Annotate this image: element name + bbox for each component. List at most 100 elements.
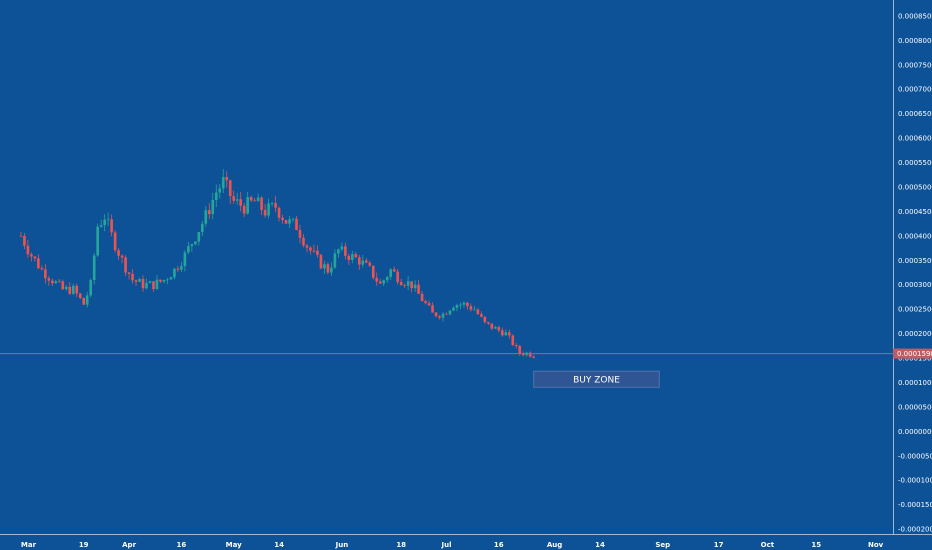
- candle-body: [528, 352, 532, 357]
- current-price-label: 0.0001590: [893, 348, 932, 359]
- x-axis-label: 16: [494, 541, 504, 549]
- candle-body: [455, 305, 459, 308]
- candle-body: [194, 241, 197, 245]
- candle-body: [99, 225, 103, 227]
- candle-body: [417, 284, 420, 294]
- candle-body: [305, 245, 309, 248]
- candle-body: [221, 177, 225, 189]
- candle-body: [37, 258, 40, 269]
- candle-body: [385, 277, 389, 281]
- candle-body: [78, 293, 82, 298]
- candle-body: [141, 278, 145, 289]
- candle-body: [92, 255, 96, 281]
- candle-body: [23, 235, 26, 246]
- candle-body: [337, 249, 340, 254]
- candle-body: [19, 235, 23, 237]
- candle-body: [497, 327, 501, 331]
- x-axis-label: Nov: [868, 541, 884, 549]
- x-axis[interactable]: Mar 19 Apr 16 May 14 Jun 18 Jul 16 Aug 14 Sep 17 Oct 15…: [21, 541, 884, 549]
- candle-body: [169, 277, 173, 280]
- buy-zone-box[interactable]: [533, 370, 660, 388]
- candle-body: [246, 197, 249, 214]
- y-axis-label: -0.0001500: [898, 501, 932, 509]
- candle-body: [406, 281, 410, 286]
- candle-body: [242, 205, 246, 214]
- candle-body: [413, 284, 417, 289]
- candle-body: [253, 200, 256, 202]
- candle-body: [389, 269, 392, 278]
- candle-body: [438, 316, 441, 318]
- candle-body: [284, 220, 288, 224]
- candle-body: [117, 250, 120, 256]
- candle-body: [344, 246, 347, 256]
- candle-body: [490, 323, 494, 329]
- x-axis-label: Aug: [547, 541, 562, 549]
- candle-body: [235, 199, 239, 201]
- candle-body: [316, 250, 319, 255]
- candle-body: [473, 309, 476, 311]
- candle-body: [521, 353, 525, 355]
- candle-body: [113, 232, 117, 251]
- candle-body: [469, 306, 473, 310]
- candle-body: [166, 279, 169, 281]
- candle-body: [396, 271, 399, 282]
- candle-body: [232, 196, 236, 201]
- candle-body: [267, 203, 270, 216]
- candle-body: [44, 269, 47, 279]
- x-axis-label: 14: [595, 541, 605, 549]
- candle-body: [302, 237, 305, 246]
- candle-body: [483, 316, 487, 323]
- candle-body: [504, 332, 508, 336]
- candle-body: [89, 280, 93, 296]
- candle-body: [333, 253, 337, 268]
- candle-body: [162, 279, 166, 282]
- candle-body: [40, 268, 44, 270]
- candle-body: [57, 281, 61, 283]
- candle-body: [532, 356, 536, 358]
- candle-body: [54, 281, 58, 284]
- candle-body: [110, 219, 113, 233]
- candle-body: [448, 310, 452, 315]
- candle-body: [68, 286, 72, 294]
- candle-body: [159, 279, 162, 282]
- candle-body: [124, 257, 127, 273]
- candle-body: [225, 177, 229, 181]
- candle-body: [173, 268, 176, 278]
- x-axis-label: Jul: [441, 541, 452, 549]
- candle-body: [197, 232, 201, 242]
- x-axis-label: Oct: [761, 541, 775, 549]
- candle-body: [281, 217, 284, 221]
- candle-body: [120, 255, 124, 258]
- candle-body: [399, 281, 403, 286]
- candle-body: [434, 312, 438, 317]
- candle-body: [61, 281, 65, 290]
- candle-body: [131, 273, 134, 281]
- candle-body: [480, 314, 483, 317]
- candle-body: [494, 327, 497, 329]
- buy-zone[interactable]: BUY ZONE: [533, 370, 660, 388]
- candle-body: [514, 345, 518, 346]
- candle-body: [312, 250, 316, 252]
- candle-body: [295, 218, 298, 231]
- candle-body: [277, 207, 281, 218]
- candle-body: [319, 254, 323, 269]
- candle-body: [270, 202, 274, 204]
- current-price-box: [893, 348, 932, 359]
- candle-body: [211, 200, 215, 215]
- candle-body: [249, 197, 253, 201]
- candle-body: [378, 281, 382, 284]
